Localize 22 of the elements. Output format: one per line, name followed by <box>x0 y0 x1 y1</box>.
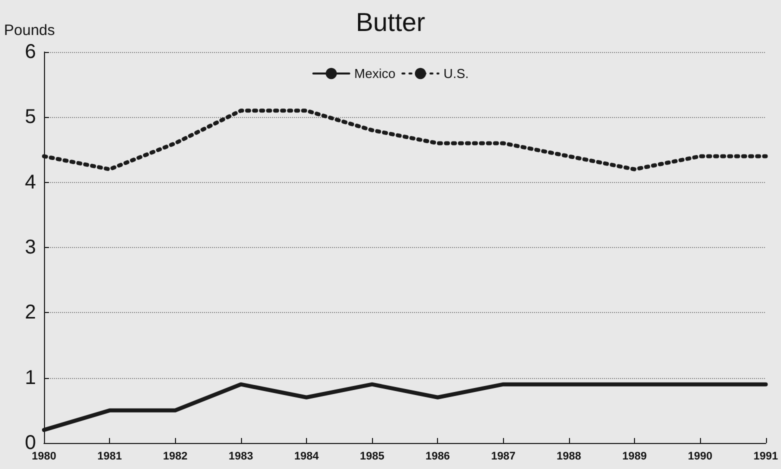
x-tick-label: 1986 <box>425 450 450 462</box>
x-tick-label: 1982 <box>162 450 188 462</box>
x-tick-label: 1988 <box>556 450 582 462</box>
y-tick-label: 5 <box>24 106 36 128</box>
x-tick-label: 1981 <box>97 450 122 462</box>
x-tick-label: 1985 <box>360 450 384 462</box>
y-tick-label: 6 <box>24 41 36 63</box>
y-axis-title: Pounds <box>4 22 55 39</box>
y-tick-label: 2 <box>24 302 36 324</box>
y-tick-label: 4 <box>24 171 36 194</box>
legend-label: Mexico <box>354 66 396 81</box>
x-tick-label: 1989 <box>622 450 647 462</box>
x-tick-label: 1991 <box>754 450 778 462</box>
legend-label: U.S. <box>443 66 469 81</box>
x-tick-label: 1990 <box>688 450 712 462</box>
x-tick-label: 1980 <box>32 450 56 462</box>
x-tick-label: 1984 <box>294 450 320 462</box>
y-tick-label: 1 <box>24 366 36 389</box>
y-tick-label: 3 <box>24 236 36 258</box>
x-tick-label: 1983 <box>228 450 254 462</box>
chart-title: Butter <box>356 7 426 37</box>
x-tick-label: 1987 <box>491 450 516 462</box>
